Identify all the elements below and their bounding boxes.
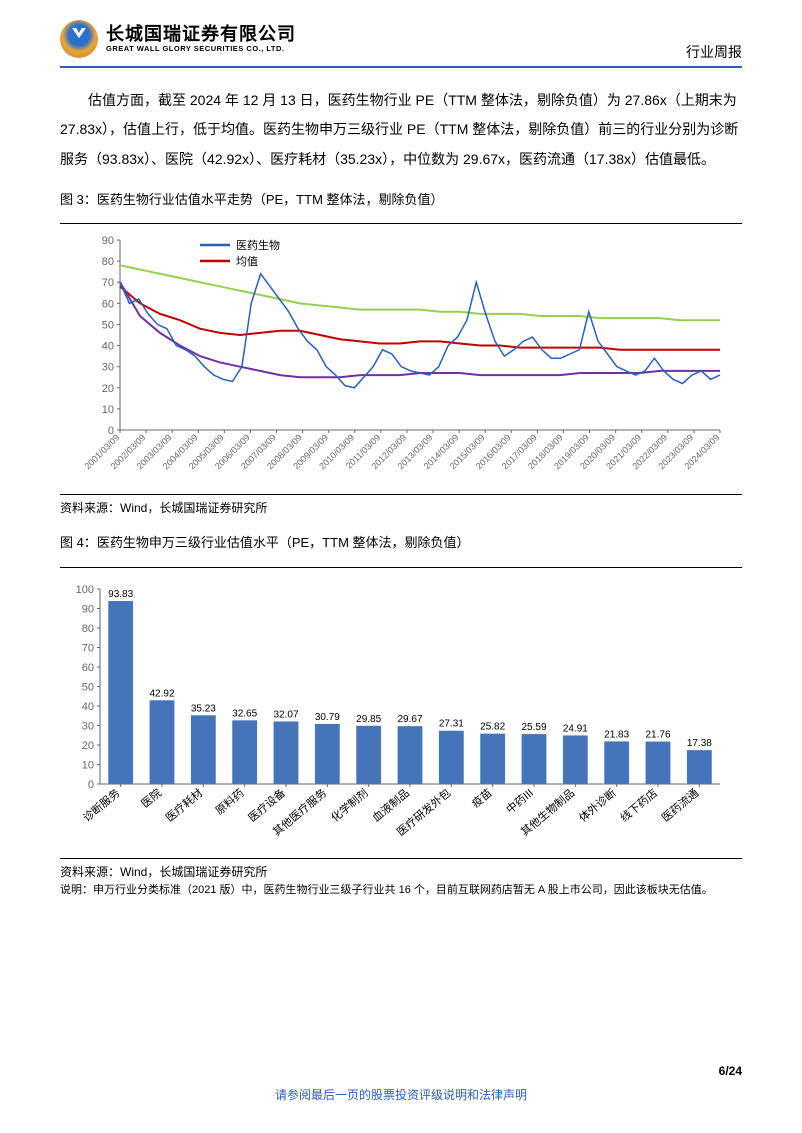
chart3-source-line: [60, 494, 742, 495]
footer: 请参阅最后一页的股票投资评级说明和法律声明: [0, 1086, 802, 1103]
svg-text:29.67: 29.67: [397, 714, 422, 725]
svg-text:42.92: 42.92: [149, 688, 174, 699]
page-header: 长城国瑞证券有限公司 GREAT WALL GLORY SECURITIES C…: [0, 0, 802, 62]
svg-text:40: 40: [82, 701, 94, 713]
chart3-source: 资料来源：Wind，长城国瑞证券研究所: [60, 499, 742, 517]
svg-text:体外诊断: 体外诊断: [576, 785, 619, 824]
svg-text:30: 30: [102, 362, 114, 374]
svg-text:60: 60: [102, 299, 114, 311]
chart3-title: 图 3：医药生物行业估值水平走势（PE，TTM 整体法，剔除负值）: [60, 186, 742, 213]
svg-text:10: 10: [102, 404, 114, 416]
logo-group: 长城国瑞证券有限公司 GREAT WALL GLORY SECURITIES C…: [60, 20, 296, 58]
svg-text:27.31: 27.31: [439, 719, 464, 730]
svg-text:21.83: 21.83: [604, 729, 629, 740]
svg-text:医院: 医院: [138, 785, 164, 810]
svg-text:化学制剂: 化学制剂: [328, 785, 371, 824]
svg-text:20: 20: [102, 383, 114, 395]
svg-text:30: 30: [82, 720, 94, 732]
chart4-source-line: [60, 858, 742, 859]
valuation-paragraph: 估值方面，截至 2024 年 12 月 13 日，医药生物行业 PE（TTM 整…: [60, 86, 742, 174]
svg-text:均值: 均值: [236, 255, 258, 268]
svg-text:原料药: 原料药: [212, 785, 246, 817]
svg-text:血液制品: 血液制品: [369, 785, 412, 824]
chart3-title-line: [60, 223, 742, 224]
svg-text:20: 20: [82, 740, 94, 752]
company-logo-icon: [60, 20, 98, 58]
svg-text:100: 100: [76, 584, 94, 596]
company-name-en: GREAT WALL GLORY SECURITIES CO., LTD.: [106, 45, 296, 53]
svg-text:70: 70: [102, 278, 114, 290]
svg-text:50: 50: [82, 681, 94, 693]
svg-text:疫苗: 疫苗: [469, 785, 495, 810]
svg-text:35.23: 35.23: [191, 703, 216, 714]
svg-text:0: 0: [88, 779, 94, 791]
svg-text:50: 50: [102, 320, 114, 332]
svg-text:29.85: 29.85: [356, 714, 381, 725]
svg-text:医药流通: 医药流通: [659, 785, 702, 824]
svg-text:32.07: 32.07: [273, 709, 298, 720]
svg-text:93.83: 93.83: [108, 589, 133, 600]
svg-text:线下药店: 线下药店: [617, 785, 660, 824]
company-name-cn: 长城国瑞证券有限公司: [106, 25, 296, 45]
svg-text:32.65: 32.65: [232, 708, 257, 719]
svg-text:80: 80: [102, 257, 114, 269]
svg-text:30.79: 30.79: [315, 712, 340, 723]
content-area: 估值方面，截至 2024 年 12 月 13 日，医药生物行业 PE（TTM 整…: [0, 68, 802, 898]
svg-text:60: 60: [82, 662, 94, 674]
chart4-svg: 0 10 20 30 40 50 60 70 80 90 100 93.83 诊断服务 42.92 医院 35…: [60, 574, 740, 854]
svg-text:医疗耗材: 医疗耗材: [163, 785, 206, 824]
svg-text:10: 10: [82, 759, 94, 771]
svg-text:25.59: 25.59: [521, 722, 546, 733]
svg-text:40: 40: [102, 341, 114, 353]
svg-text:17.38: 17.38: [687, 738, 712, 749]
svg-text:90: 90: [82, 603, 94, 615]
page-number: 6/24: [719, 1064, 742, 1078]
svg-text:80: 80: [82, 623, 94, 635]
svg-text:中药III: 中药III: [504, 786, 536, 816]
chart3-svg: 01020304050607080902001/03/092002/03/092…: [60, 230, 740, 490]
svg-text:90: 90: [102, 235, 114, 247]
footer-legal: 请参阅最后一页的股票投资评级说明和法律声明: [275, 1088, 527, 1102]
chart4-title-line: [60, 567, 742, 568]
chart4-note: 说明：申万行业分类标准（2021 版）中，医药生物行业三级子行业共 16 个，目…: [60, 883, 742, 898]
svg-text:医药生物: 医药生物: [236, 238, 280, 252]
chart4-container: 0 10 20 30 40 50 60 70 80 90 100 93.83 诊断服务 42.92 医院 35…: [60, 574, 742, 854]
svg-text:25.82: 25.82: [480, 721, 505, 732]
report-type: 行业周报: [686, 42, 742, 62]
svg-text:诊断服务: 诊断服务: [80, 785, 123, 824]
svg-text:24.91: 24.91: [563, 723, 588, 734]
chart4-title: 图 4：医药生物申万三级行业估值水平（PE，TTM 整体法，剔除负值）: [60, 529, 742, 556]
svg-text:21.76: 21.76: [645, 729, 670, 740]
chart3-container: 01020304050607080902001/03/092002/03/092…: [60, 230, 742, 490]
svg-text:医疗设备: 医疗设备: [245, 785, 288, 824]
chart4-source: 资料来源：Wind，长城国瑞证券研究所: [60, 863, 742, 881]
logo-text: 长城国瑞证券有限公司 GREAT WALL GLORY SECURITIES C…: [106, 25, 296, 53]
svg-text:70: 70: [82, 642, 94, 654]
